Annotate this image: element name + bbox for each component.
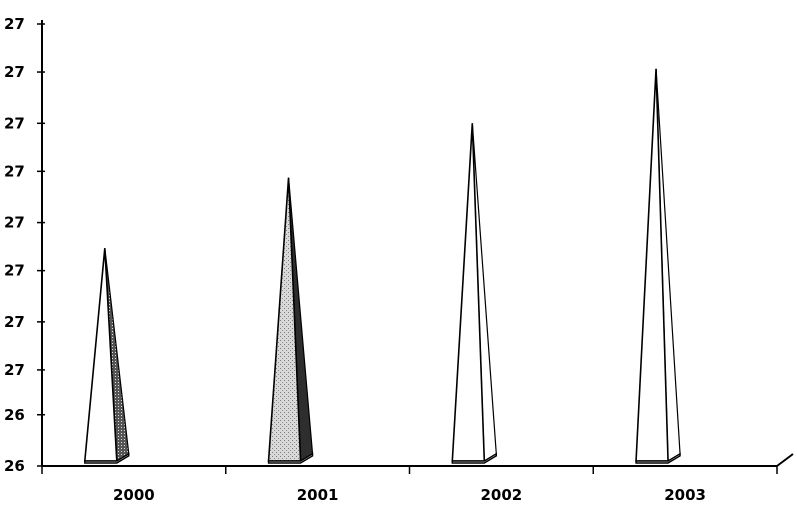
- y-tick-label: 27: [4, 313, 25, 331]
- y-tick-label: 27: [4, 63, 25, 81]
- pyramid-bar-2000: [83, 248, 130, 464]
- pyramid-bar-2003: [635, 68, 681, 464]
- y-tick-label: 26: [4, 406, 25, 424]
- chart-marks: [83, 68, 681, 464]
- pyramid-bar-2002: [451, 123, 497, 464]
- x-tick-label: 2002: [481, 486, 523, 504]
- y-tick-label: 26: [4, 457, 25, 475]
- x-tick-label: 2003: [664, 486, 706, 504]
- x-tick-label: 2000: [113, 486, 155, 504]
- y-tick-label: 27: [4, 15, 25, 33]
- x-axis: 2000 2001 2002 2003: [41, 453, 794, 504]
- pyramid-base: [451, 452, 497, 464]
- pyramid-bar-2001: [267, 177, 314, 464]
- x-tick-label: 2001: [297, 486, 339, 504]
- y-tick-label: 27: [4, 214, 25, 232]
- y-tick-label: 27: [4, 262, 25, 280]
- x-axis-depth-edge: [776, 453, 794, 467]
- pyramid-base: [267, 452, 314, 464]
- y-axis: 26 26 27 27 27 27 27 27 27 27: [4, 15, 45, 475]
- pyramid-base: [635, 452, 681, 464]
- pyramid-base: [84, 452, 130, 464]
- y-tick-label: 27: [4, 162, 25, 180]
- y-tick-label: 27: [4, 114, 25, 132]
- y-tick-label: 27: [4, 361, 25, 379]
